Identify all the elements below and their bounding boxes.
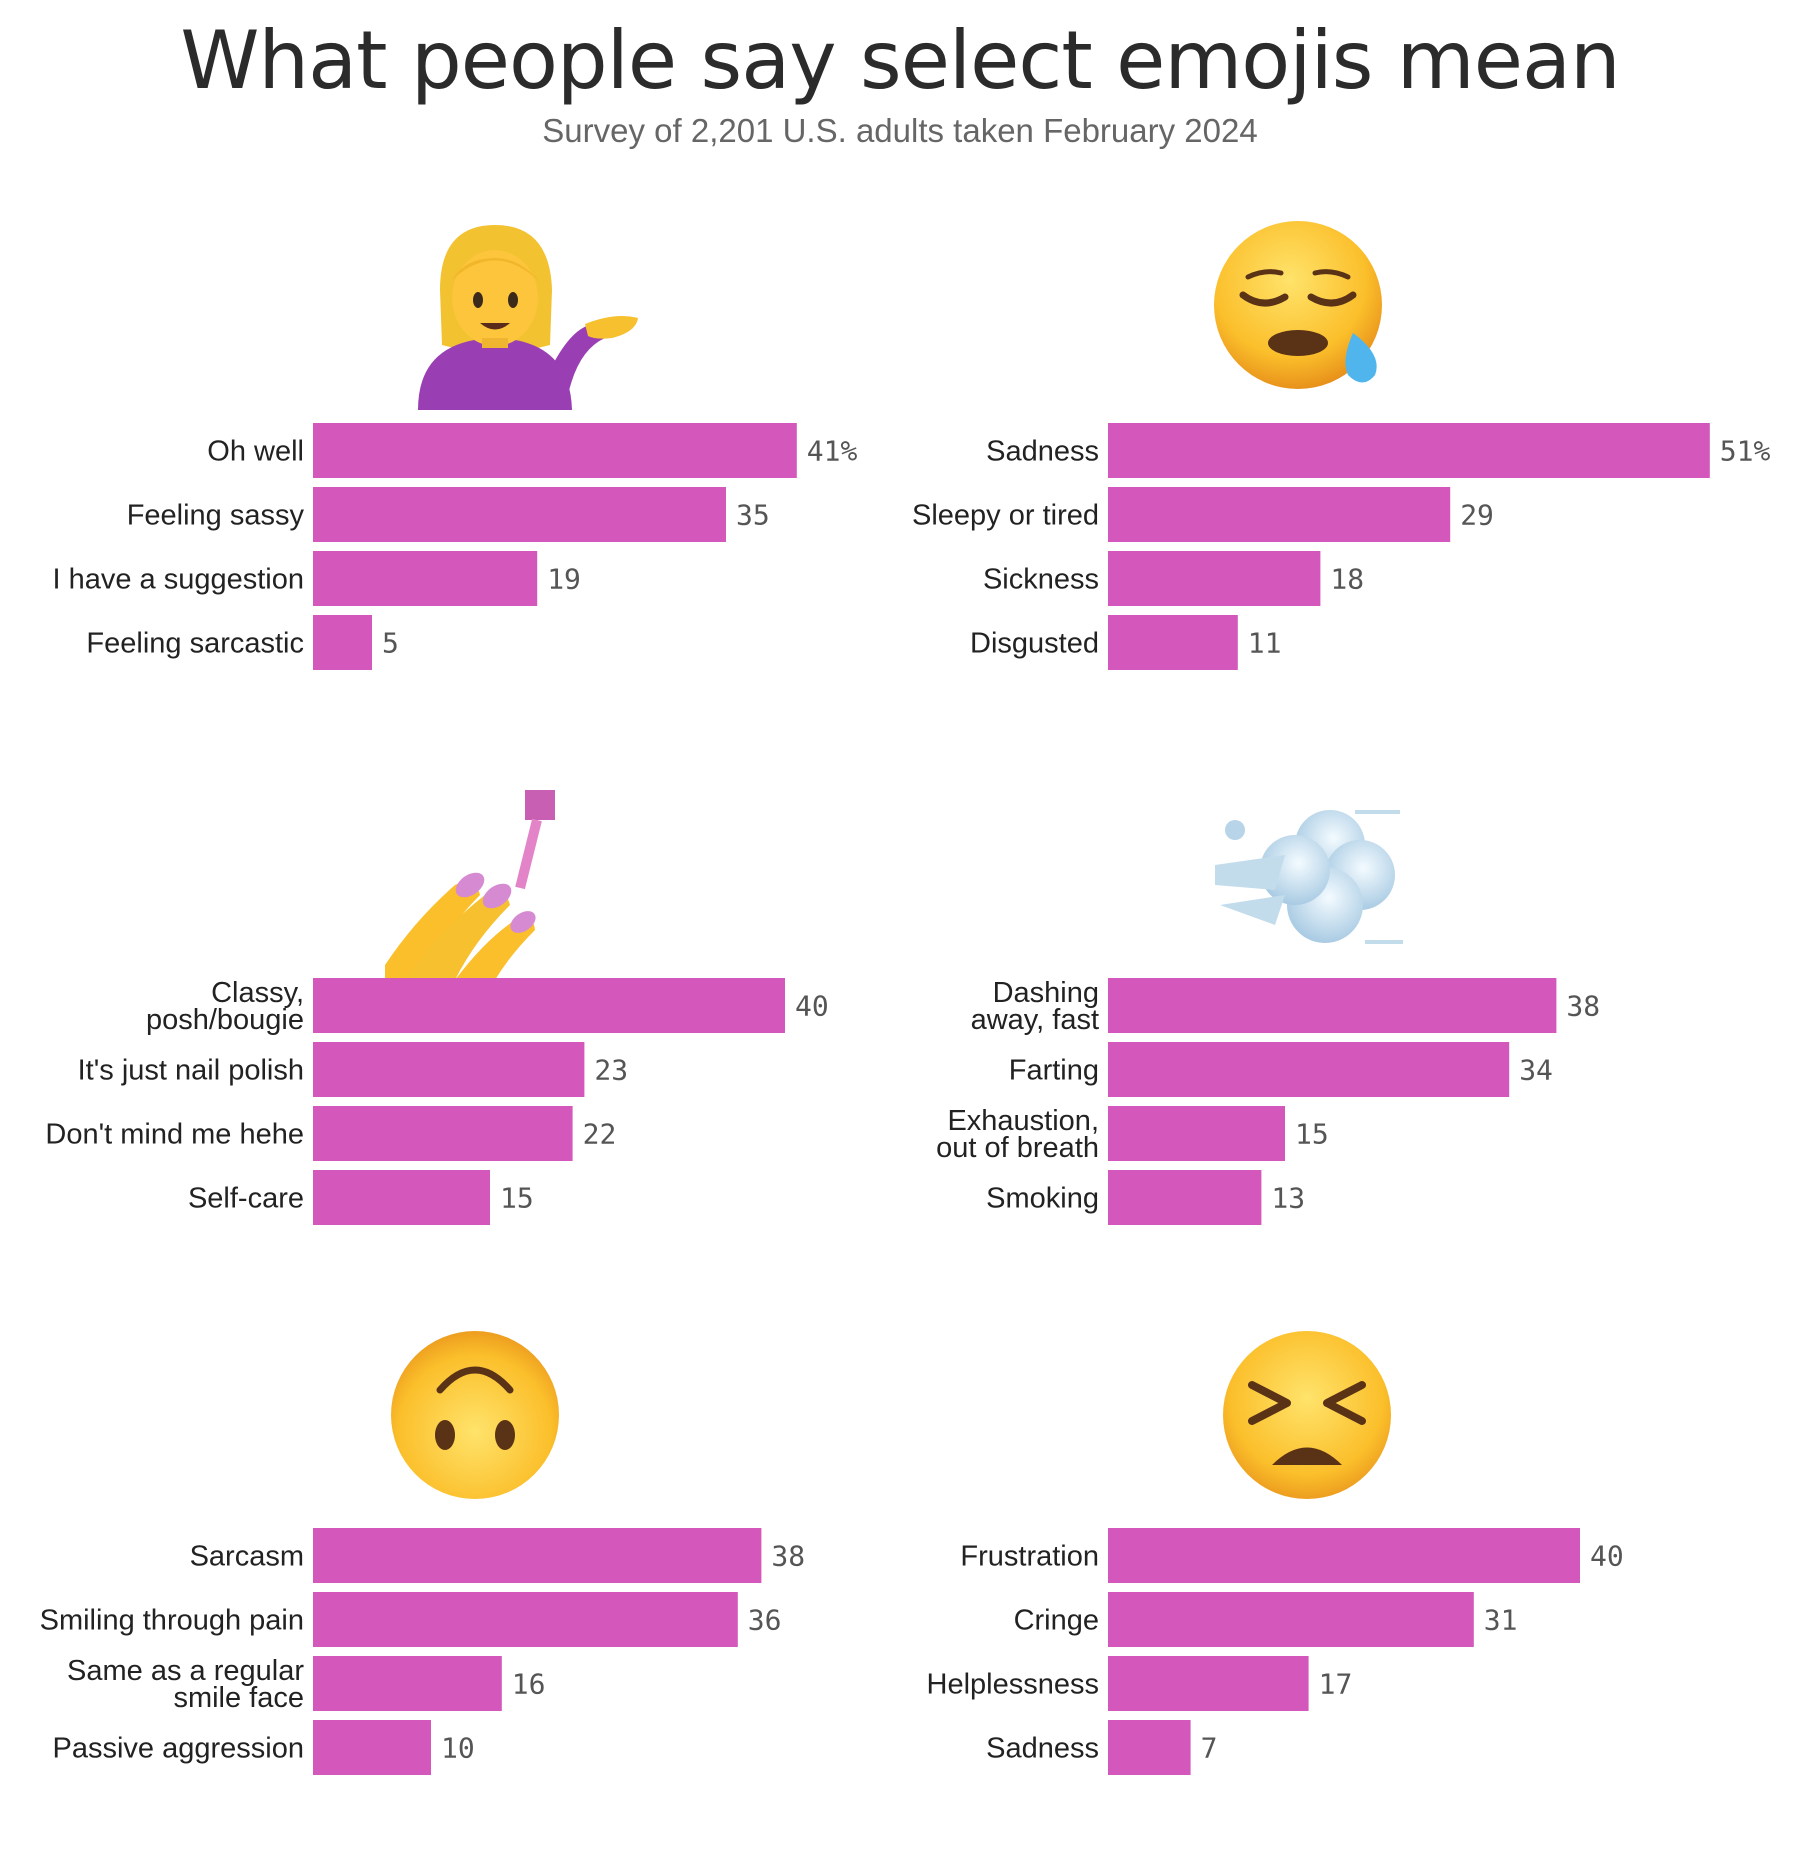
bar-chart: 51% Sadness 29 Sleepy or tired 18 Sickness 11 D… [912,423,1771,670]
value-label: 51% [1720,435,1771,468]
value-label: 17 [1319,1668,1353,1701]
bar [313,1528,762,1583]
value-label: 22 [583,1118,617,1151]
value-label: 34 [1519,1054,1553,1087]
category-label: Sadness [986,1733,1099,1765]
value-label: 16 [512,1668,546,1701]
bar [1108,551,1321,606]
category-label: It's just nail polish [78,1055,304,1087]
chart-panel-nail-polish: 40 Classy, posh/bougie 23 It's just nail pol… [0,780,900,1300]
bar [313,1170,490,1225]
value-label: 13 [1271,1182,1305,1215]
category-label: Same as a regular smile face [67,1655,304,1714]
bar [313,1720,431,1775]
persevering-face-icon [1223,1331,1391,1499]
category-label: Dashing away, fast [971,977,1099,1036]
bar [1108,423,1710,478]
value-label: 19 [547,563,581,596]
chart-panel-sleepy-face: 51% Sadness 29 Sleepy or tired 18 Sickness 11 D… [795,221,1771,745]
chart-panel-upside-down-face: 38 Sarcasm 36 Smiling through pain 16 Same as… [0,1330,900,1850]
nail-polish-icon [385,790,555,980]
bar [313,978,785,1033]
bar-chart: 40 Frustration 31 Cringe 17 Helplessness 7 Sadn… [927,1528,1624,1775]
person-tipping-hand-icon [418,225,638,410]
category-label: I have a suggestion [52,564,304,596]
category-label: Sickness [983,564,1099,596]
bar [1108,615,1238,670]
value-label: 11 [1248,627,1282,660]
chart-panel-person-tipping-hand: 41% Oh well 35 Feeling sassy 19 I have a sugg… [0,225,900,745]
bar [1108,1106,1285,1161]
sleepy-face-icon [1214,221,1382,389]
category-label: Disgusted [970,628,1099,660]
category-label: Cringe [1014,1605,1099,1637]
category-label: Sarcasm [190,1541,304,1573]
category-label: Oh well [207,436,304,468]
bar-chart: 38 Sarcasm 36 Smiling through pain 16 Same as… [40,1528,805,1775]
category-label: Self-care [188,1183,304,1215]
bar [313,487,726,542]
category-label: Sleepy or tired [912,500,1099,532]
value-label: 40 [795,990,829,1023]
category-label: Classy, posh/bougie [146,977,304,1036]
value-label: 35 [736,499,770,532]
value-label: 15 [1295,1118,1329,1151]
value-label: 29 [1460,499,1494,532]
bar [1108,1720,1191,1775]
bar [1108,1042,1510,1097]
value-label: 38 [771,1540,805,1573]
value-label: 38 [1566,990,1600,1023]
bar [313,1592,738,1647]
bar [1108,1528,1580,1583]
bar [313,1106,573,1161]
category-label: Smoking [986,1183,1099,1215]
upside-down-face-icon [391,1331,559,1499]
category-label: Smiling through pain [40,1605,304,1637]
category-label: Helplessness [927,1669,1099,1701]
value-label: 7 [1201,1732,1218,1765]
bar [1108,978,1557,1033]
value-label: 15 [500,1182,534,1215]
value-label: 31 [1484,1604,1518,1637]
chart-panel-persevering-face: 40 Frustration 31 Cringe 17 Helplessness 7 Sadn… [795,1330,1695,1850]
page-subtitle: Survey of 2,201 U.S. adults taken Februa… [542,112,1258,149]
bar [313,423,797,478]
bar [1108,1592,1474,1647]
category-label: Don't mind me hehe [45,1119,304,1151]
category-label: Feeling sassy [127,500,305,532]
bar-chart: 41% Oh well 35 Feeling sassy 19 I have a sugg… [52,423,858,670]
bar [313,615,372,670]
value-label: 18 [1330,563,1364,596]
value-label: 40 [1590,1540,1624,1573]
category-label: Passive aggression [53,1733,304,1765]
value-label: 36 [748,1604,782,1637]
bar [1108,1170,1262,1225]
dashing-away-icon [1215,810,1403,944]
bar [1108,487,1451,542]
value-label: 5 [382,627,399,660]
value-label: 41% [807,435,858,468]
category-label: Frustration [960,1541,1099,1573]
value-label: 23 [594,1054,628,1087]
bar [1108,1656,1309,1711]
bar-chart: 38 Dashing away, fast 34 Farting 15 Exhaustion… [936,977,1600,1225]
category-label: Farting [1009,1055,1099,1087]
bar [313,1042,585,1097]
page-title: What people say select emojis mean [180,14,1620,107]
bar [313,551,538,606]
category-label: Exhaustion, out of breath [936,1105,1099,1164]
category-label: Feeling sarcastic [86,628,304,660]
bar [313,1656,502,1711]
chart-panel-dashing-away: 38 Dashing away, fast 34 Farting 15 Exhaustion… [795,780,1695,1300]
bar-chart: 40 Classy, posh/bougie 23 It's just nail pol… [45,977,829,1225]
value-label: 10 [441,1732,475,1765]
category-label: Sadness [986,436,1099,468]
